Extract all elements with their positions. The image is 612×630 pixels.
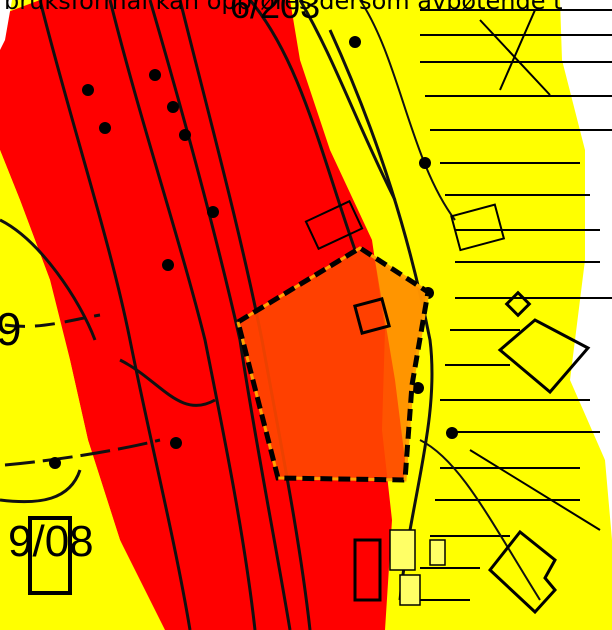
white-corner-left xyxy=(0,0,12,50)
plot-number-left: 9 xyxy=(0,303,22,355)
road-lines xyxy=(0,0,541,630)
orange-area-highlight xyxy=(375,260,428,460)
hatch-lines xyxy=(420,9,612,601)
plan-boundary xyxy=(235,245,431,483)
plan-boundary-orange xyxy=(236,246,430,482)
caption-text: bruksformål kan oppføres dersom avbøtend… xyxy=(4,0,563,15)
yellow-strip-left xyxy=(0,150,160,630)
plot-number-top: 6/203 xyxy=(230,0,320,26)
white-area-right xyxy=(585,150,612,460)
utility-points xyxy=(49,36,458,469)
buildings xyxy=(28,199,591,615)
orange-area[interactable] xyxy=(238,248,428,480)
small-houses xyxy=(389,529,446,606)
plot-number-bottom: 9/08 xyxy=(8,517,94,566)
building-in-plan-area xyxy=(353,297,391,335)
